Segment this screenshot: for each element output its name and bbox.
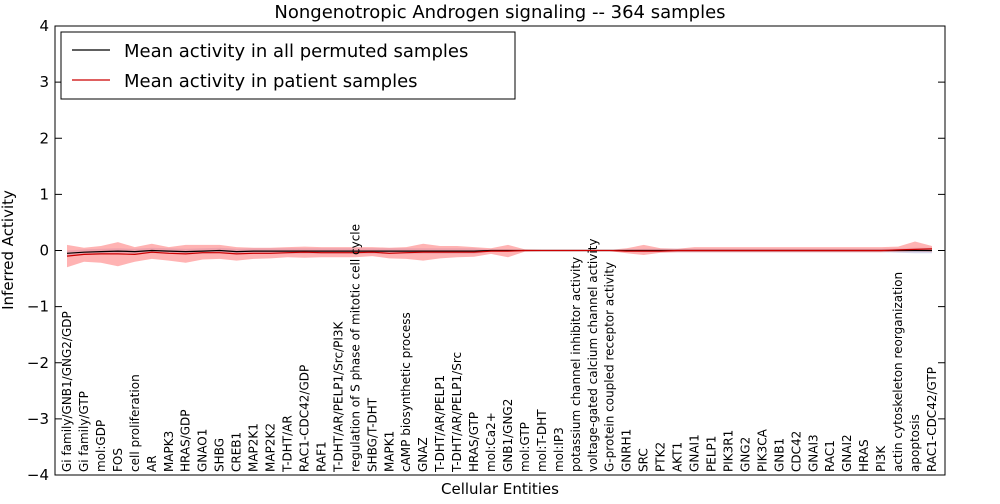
- x-tick-label: MAP2K2: [264, 423, 278, 472]
- x-tick-label: Gi family/GNB1/GNG2/GDP: [60, 311, 74, 472]
- x-tick-label: mol:T-DHT: [535, 409, 549, 472]
- x-tick-label: T-DHT/AR/PELP1/Src/PI3K: [331, 320, 345, 473]
- x-tick-label: SHBG/T-DHT: [365, 397, 379, 472]
- x-tick-label: potassium channel inhibitor activity: [569, 257, 583, 472]
- x-tick-label: RAF1: [314, 441, 328, 472]
- x-tick-label: GNAO1: [196, 429, 210, 472]
- x-tick-label: mol:GDP: [94, 420, 108, 472]
- x-tick-label: mol:IP3: [552, 427, 566, 472]
- x-tick-label: AR: [145, 455, 159, 472]
- line-patient: [66, 248, 933, 257]
- x-tick-label: GNB1/GNG2: [501, 399, 515, 472]
- x-tick-label: GNB1: [772, 438, 786, 472]
- x-tick-label: cAMP biosynthetic process: [399, 312, 413, 472]
- x-tick-label: PIK3R1: [722, 430, 736, 472]
- x-tick-label: SHBG: [213, 438, 227, 472]
- x-tick-label: HRAS: [857, 439, 871, 472]
- x-tick-label: GNAI2: [840, 434, 854, 472]
- bands-layer: [67, 241, 932, 268]
- x-tick-label: T-DHT/AR/PELP1/Src: [450, 352, 464, 473]
- y-tick-label: 3: [39, 73, 49, 91]
- legend: Mean activity in all permuted samples Me…: [60, 31, 516, 100]
- x-tick-label: AKT1: [671, 442, 685, 472]
- x-tick-label: HRAS/GTP: [467, 412, 481, 472]
- x-tick-label: apoptosis: [908, 414, 922, 472]
- x-tick-label: GNAI3: [806, 434, 820, 472]
- x-tick-label: MAP2K1: [247, 423, 261, 472]
- y-tick-label: −3: [27, 410, 49, 428]
- x-tick-label: RAC1-CDC42/GTP: [925, 367, 939, 472]
- x-tick-label: cell proliferation: [128, 374, 142, 472]
- x-tick-label: mol:GTP: [518, 422, 532, 472]
- x-tick-label: PELP1: [705, 436, 719, 472]
- x-tick-label: CDC42: [789, 431, 803, 472]
- x-tick-label: PTK2: [654, 442, 668, 472]
- y-tick-label: 1: [39, 185, 49, 203]
- x-tick-label: PI3K: [874, 445, 888, 472]
- y-tick-label: −1: [27, 298, 49, 316]
- band-patient: [67, 241, 932, 268]
- x-tick-label: HRAS/GDP: [179, 409, 193, 472]
- x-tick-label: MAPK1: [382, 431, 396, 472]
- x-tick-label: CREB1: [230, 432, 244, 472]
- y-tick-label: 2: [39, 129, 49, 147]
- x-tick-label: GNRH1: [620, 429, 634, 472]
- x-tick-label: Gi family/GTP: [77, 391, 91, 472]
- x-tick-label: RAC1: [823, 440, 837, 472]
- x-tick-label: T-DHT/AR: [281, 415, 295, 473]
- plot-frame: [54, 25, 946, 476]
- x-axis-label: Cellular Entities: [441, 480, 559, 498]
- x-tick-label: regulation of S phase of mitotic cell cy…: [348, 224, 362, 472]
- x-tick-label: FOS: [111, 448, 125, 472]
- y-tick-label: −4: [27, 466, 49, 484]
- x-tick-label: SRC: [637, 448, 651, 472]
- y-axis-label: Inferred Activity: [0, 190, 17, 310]
- x-tick-label: GNG2: [738, 437, 752, 472]
- legend-label-permuted: Mean activity in all permuted samples: [124, 41, 468, 62]
- y-ticks: −4 −3 −2 −1 0 1 2 3 4: [27, 17, 945, 484]
- x-tick-label: actin cytoskeleton reorganization: [891, 272, 905, 472]
- x-tick-labels: Gi family/GNB1/GNG2/GDP Gi family/GTP mol:…: [60, 224, 939, 473]
- x-tick-label: MAPK3: [162, 431, 176, 472]
- x-tick-label: RAC1-CDC42/GDP: [298, 365, 312, 472]
- legend-label-patient: Mean activity in patient samples: [124, 71, 418, 92]
- legend-box: [60, 31, 516, 100]
- x-tick-label: T-DHT/AR/PELP1: [433, 375, 447, 473]
- y-tick-label: 0: [39, 242, 49, 260]
- y-tick-label: −2: [27, 354, 49, 372]
- x-tick-label: GNAI1: [688, 434, 702, 472]
- x-tick-label: mol:Ca2+: [484, 412, 498, 472]
- x-tick-label: voltage-gated calcium channel activity: [586, 239, 600, 473]
- x-tick-label: PIK3CA: [755, 428, 769, 472]
- chart-title: Nongenotropic Androgen signaling -- 364 …: [274, 2, 725, 23]
- x-tick-label: G-protein coupled receptor activity: [603, 262, 617, 472]
- x-tick-label: GNAZ: [416, 437, 430, 472]
- y-tick-label: 4: [39, 17, 49, 35]
- lines-layer: [66, 248, 933, 257]
